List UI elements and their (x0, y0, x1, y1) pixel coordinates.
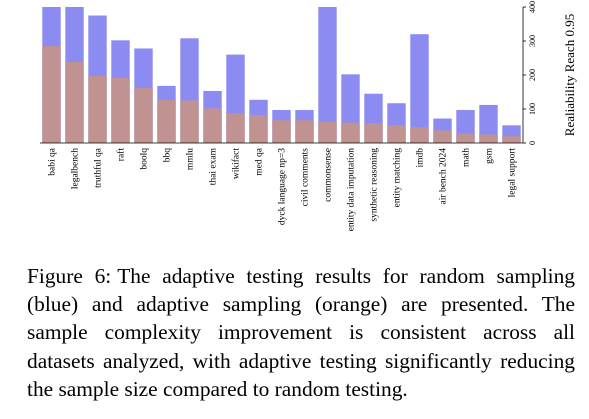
x-tick-label: gsm (485, 147, 495, 163)
x-tick-label: entity matching (393, 148, 403, 208)
adaptive-bar-3 (111, 77, 130, 143)
x-tick-label: mmlu (186, 148, 196, 170)
adaptive-bar-6 (180, 100, 199, 143)
x-tick-label: babi qa (48, 147, 58, 175)
figure-caption: Figure 6: The adaptive testing results fo… (27, 262, 575, 403)
x-tick-label: dyck language np=3 (278, 148, 288, 225)
x-tick-label: math (462, 148, 472, 167)
adaptive-bar-19 (479, 134, 498, 143)
x-tick-label: thai exam (209, 147, 219, 185)
adaptive-bar-10 (272, 120, 291, 143)
y-axis: 0 100 200 300 400 (40, 1, 537, 145)
adaptive-bar-14 (364, 123, 383, 143)
adaptive-bar-11 (295, 120, 314, 143)
adaptive-bar-17 (433, 130, 452, 143)
adaptive-bar-15 (387, 125, 406, 143)
x-tick-label: truthful qa (93, 147, 104, 188)
adaptive-bar-13 (341, 122, 360, 143)
bar-chart: babi qa legalbench truthful qa raft boolq bbq… (40, 1, 577, 231)
y-tick-label: 300 (528, 35, 537, 47)
x-tick-label: bbq (163, 148, 173, 163)
adaptive-bar-20 (502, 136, 521, 143)
caption-label: Figure 6: (27, 264, 112, 288)
y-tick-label: 200 (528, 69, 537, 81)
x-tick-label: entity data imputation (347, 148, 357, 232)
y-tick-label: 100 (528, 103, 537, 115)
adaptive-bar-8 (226, 113, 245, 143)
adaptive-bar-18 (456, 133, 475, 143)
x-tick-label: boolq (140, 148, 150, 170)
x-tick-label: synthetic reasoning (370, 148, 380, 222)
random-bar-12 (318, 7, 337, 143)
adaptive-bar-4 (134, 87, 153, 143)
adaptive-bar-1 (65, 62, 84, 143)
adaptive-bar-0 (42, 46, 61, 143)
x-tick-label: raft (116, 148, 127, 162)
x-tick-label: med qa (255, 147, 265, 175)
x-tick-label: legal support (508, 148, 518, 198)
y-axis-label: Realiability Reach 0.95 (562, 14, 577, 136)
adaptive-sampling-bars (42, 46, 521, 143)
y-tick-label: 400 (528, 1, 537, 13)
random-bar-19 (479, 104, 498, 143)
random-bar-16 (410, 34, 429, 144)
x-tick-label: imdb (416, 148, 426, 168)
x-tick-label: air bench 2024 (439, 148, 449, 205)
x-tick-label: legalbench (71, 148, 81, 189)
adaptive-bar-16 (410, 127, 429, 143)
x-tick-label: civil comments (301, 148, 311, 207)
adaptive-bar-7 (203, 108, 222, 143)
adaptive-bar-9 (249, 115, 268, 143)
y-tick-label: 0 (528, 141, 537, 145)
adaptive-bar-5 (157, 99, 176, 143)
caption-text: The adaptive testing results for random … (27, 264, 575, 401)
x-tick-label: commonsense (324, 148, 334, 202)
adaptive-bar-12 (318, 121, 337, 143)
x-tick-labels: babi qa legalbench truthful qa raft boolq bbq… (48, 147, 518, 231)
adaptive-bar-2 (88, 76, 107, 143)
x-tick-label: wikifact (231, 148, 242, 179)
